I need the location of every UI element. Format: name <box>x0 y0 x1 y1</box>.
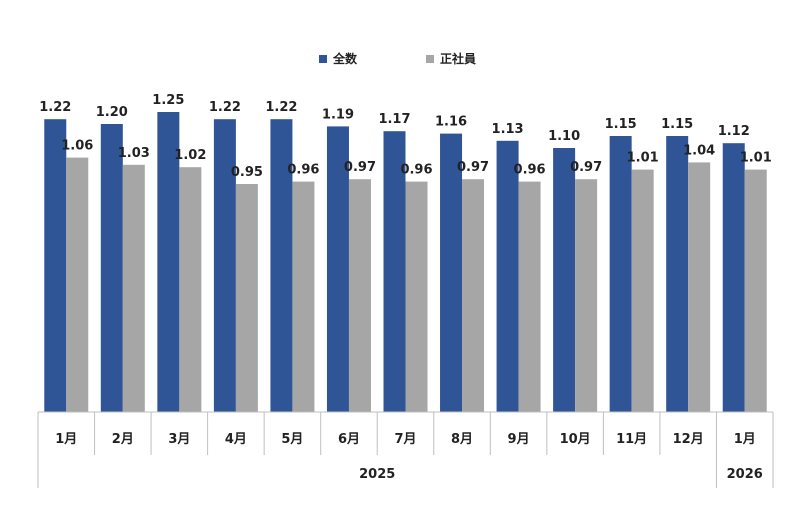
value-label-zensu-1: 1.22 <box>39 100 71 115</box>
bar-seishain-12 <box>688 162 711 412</box>
value-label-zensu-3: 1.25 <box>152 93 184 108</box>
value-label-seishain-12: 1.04 <box>683 143 715 158</box>
x-tick-label-4: 4月 <box>225 432 247 447</box>
x-tick-label-3: 3月 <box>168 432 190 447</box>
bar-zensu-7 <box>383 131 406 412</box>
bar-seishain-7 <box>405 181 428 412</box>
value-label-seishain-2: 1.03 <box>118 146 150 161</box>
x-tick-label-5: 5月 <box>281 432 303 447</box>
bar-zensu-4 <box>213 119 236 412</box>
bar-seishain-8 <box>462 179 485 412</box>
value-label-zensu-9: 1.13 <box>492 122 524 137</box>
bar-zensu-12 <box>666 136 689 412</box>
x-tick-label-2: 2月 <box>112 432 134 447</box>
x-axis: 1月 2月 3月 4月 5月 6月 7月 8月 9月 10月 11月 12月 1月 2025 2026 <box>37 411 774 488</box>
value-label-zensu-7: 1.17 <box>378 112 410 127</box>
value-label-seishain-11: 1.01 <box>627 151 659 166</box>
x-tick-label-1: 1月 <box>55 432 77 447</box>
bar-seishain-5 <box>292 181 315 412</box>
value-label-seishain-6: 0.97 <box>344 160 376 175</box>
bar-zensu-8 <box>440 133 463 412</box>
value-label-zensu-12: 1.15 <box>661 117 693 132</box>
x-tick-label-12: 12月 <box>673 432 704 447</box>
x-tick-label-9: 9月 <box>508 432 530 447</box>
x-tick-label-11: 11月 <box>616 432 647 447</box>
legend-swatch-1 <box>319 55 327 63</box>
legend-label-2: 正社員 <box>440 51 476 66</box>
value-label-zensu-10: 1.10 <box>548 129 580 144</box>
bar-seishain-10 <box>575 179 598 412</box>
bars <box>44 112 767 413</box>
value-label-seishain-7: 0.96 <box>400 163 432 178</box>
legend-swatch-2 <box>426 55 434 63</box>
value-label-zensu-5: 1.22 <box>265 100 297 115</box>
value-label-seishain-1: 1.06 <box>61 139 93 154</box>
x-tick-label-7: 7月 <box>394 432 416 447</box>
value-label-zensu-2: 1.20 <box>96 105 128 120</box>
legend: 全数 正社員 <box>319 51 476 66</box>
bar-zensu-9 <box>496 140 519 413</box>
value-labels: 1.22 1.06 1.20 1.03 1.25 1.02 1.22 0.95 1.22 0.96… <box>39 93 772 180</box>
bar-seishain-4 <box>235 184 258 412</box>
value-label-zensu-8: 1.16 <box>435 115 467 130</box>
bar-seishain-3 <box>179 167 202 412</box>
value-label-seishain-9: 0.96 <box>514 163 546 178</box>
bar-zensu-13 <box>722 143 745 412</box>
value-label-zensu-11: 1.15 <box>605 117 637 132</box>
year-label-2026: 2026 <box>727 467 763 482</box>
x-tick-label-8: 8月 <box>451 432 473 447</box>
bar-zensu-11 <box>609 136 632 412</box>
bar-seishain-13 <box>744 169 767 412</box>
bar-zensu-3 <box>157 112 180 412</box>
bar-zensu-10 <box>553 148 576 412</box>
bar-zensu-6 <box>326 126 349 413</box>
value-label-seishain-4: 0.95 <box>231 165 263 180</box>
value-label-seishain-3: 1.02 <box>174 148 206 163</box>
bar-zensu-2 <box>100 124 123 412</box>
x-tick-label-13: 1月 <box>734 432 756 447</box>
value-label-seishain-10: 0.97 <box>570 160 602 175</box>
bar-seishain-6 <box>348 179 371 412</box>
bar-seishain-2 <box>122 164 145 412</box>
value-label-seishain-13: 1.01 <box>740 151 772 166</box>
value-label-seishain-5: 0.96 <box>287 163 319 178</box>
bar-seishain-1 <box>66 157 89 412</box>
bar-zensu-5 <box>270 119 293 412</box>
value-label-zensu-4: 1.22 <box>209 100 241 115</box>
x-tick-label-6: 6月 <box>338 432 360 447</box>
value-label-seishain-8: 0.97 <box>457 160 489 175</box>
value-label-zensu-6: 1.19 <box>322 107 354 122</box>
bar-seishain-11 <box>631 169 654 412</box>
value-label-zensu-13: 1.12 <box>718 124 750 139</box>
year-label-2025: 2025 <box>359 467 395 482</box>
legend-label-1: 全数 <box>332 51 358 66</box>
x-tick-label-10: 10月 <box>560 432 591 447</box>
bar-zensu-1 <box>44 119 67 412</box>
bar-seishain-9 <box>518 181 541 412</box>
